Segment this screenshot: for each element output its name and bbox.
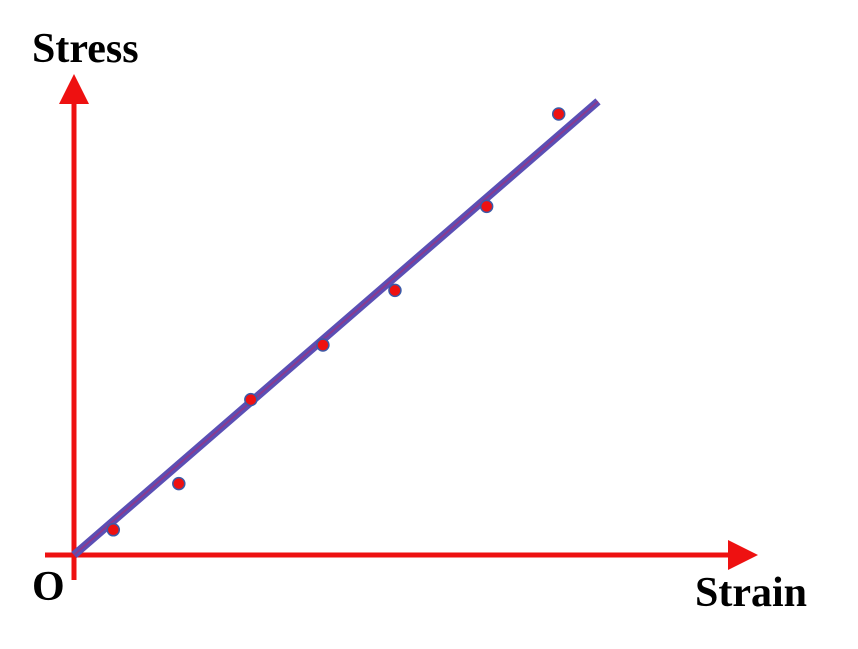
origin-label: O — [32, 564, 65, 610]
data-point-6 — [479, 199, 494, 214]
data-point-5 — [388, 283, 402, 298]
y-axis-label: Stress — [32, 26, 139, 72]
data-point-4 — [316, 338, 330, 352]
data-points — [106, 107, 566, 537]
x-axis-label: Strain — [695, 570, 807, 616]
data-point-1 — [106, 523, 121, 537]
data-point-7 — [551, 107, 566, 121]
data-point-3 — [244, 392, 258, 407]
best-fit-line-core — [73, 100, 599, 556]
data-point-2 — [172, 476, 186, 491]
best-fit-line — [71, 98, 601, 559]
